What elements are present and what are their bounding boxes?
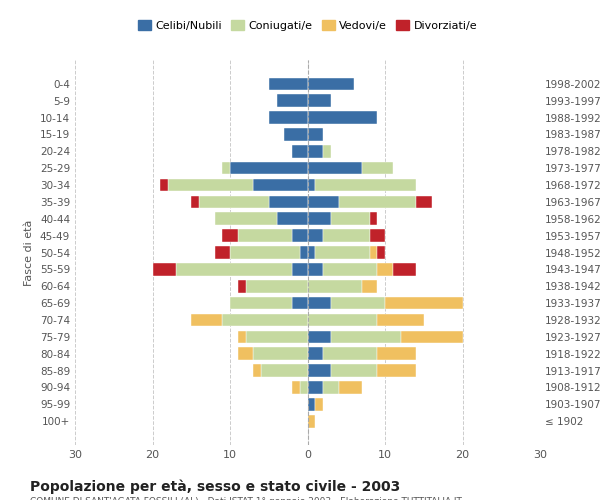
Y-axis label: Fasce di età: Fasce di età bbox=[25, 220, 34, 286]
Bar bbox=[308, 212, 331, 225]
Bar bbox=[323, 230, 370, 242]
Bar bbox=[284, 128, 308, 141]
Bar bbox=[377, 314, 424, 326]
Bar bbox=[253, 178, 308, 192]
Bar bbox=[238, 330, 245, 343]
Bar bbox=[377, 246, 385, 259]
Bar bbox=[292, 297, 308, 310]
Bar bbox=[370, 246, 377, 259]
Bar bbox=[385, 297, 463, 310]
Bar bbox=[238, 348, 253, 360]
Bar bbox=[230, 162, 308, 174]
Bar bbox=[331, 364, 377, 377]
Bar bbox=[338, 381, 362, 394]
Bar bbox=[222, 230, 238, 242]
Bar bbox=[308, 364, 331, 377]
Bar bbox=[308, 381, 323, 394]
Bar bbox=[176, 263, 292, 276]
Bar bbox=[191, 314, 222, 326]
Bar bbox=[308, 398, 315, 410]
Bar bbox=[308, 111, 377, 124]
Bar bbox=[191, 196, 199, 208]
Bar bbox=[315, 246, 370, 259]
Text: Popolazione per età, sesso e stato civile - 2003: Popolazione per età, sesso e stato civil… bbox=[30, 480, 400, 494]
Bar bbox=[261, 364, 308, 377]
Bar bbox=[393, 263, 416, 276]
Bar bbox=[253, 364, 261, 377]
Bar bbox=[308, 78, 354, 90]
Bar bbox=[292, 145, 308, 158]
Bar bbox=[323, 263, 377, 276]
Bar bbox=[308, 128, 323, 141]
Bar bbox=[308, 314, 377, 326]
Bar bbox=[160, 178, 168, 192]
Bar bbox=[238, 230, 292, 242]
Bar bbox=[199, 196, 269, 208]
Bar bbox=[323, 381, 338, 394]
Bar bbox=[308, 280, 362, 292]
Bar bbox=[362, 280, 377, 292]
Bar bbox=[238, 280, 245, 292]
Bar bbox=[315, 398, 323, 410]
Bar bbox=[292, 263, 308, 276]
Bar bbox=[308, 94, 331, 107]
Bar bbox=[308, 415, 315, 428]
Bar bbox=[308, 145, 323, 158]
Bar bbox=[222, 162, 230, 174]
Bar bbox=[215, 246, 230, 259]
Bar bbox=[377, 348, 416, 360]
Bar bbox=[292, 381, 300, 394]
Bar bbox=[331, 330, 401, 343]
Bar bbox=[323, 145, 331, 158]
Bar bbox=[230, 297, 292, 310]
Legend: Celibi/Nubili, Coniugati/e, Vedovi/e, Divorziati/e: Celibi/Nubili, Coniugati/e, Vedovi/e, Di… bbox=[133, 16, 482, 35]
Bar bbox=[308, 348, 323, 360]
Bar bbox=[215, 212, 277, 225]
Bar bbox=[308, 162, 362, 174]
Bar bbox=[416, 196, 431, 208]
Bar bbox=[401, 330, 463, 343]
Bar bbox=[253, 348, 308, 360]
Bar bbox=[308, 246, 315, 259]
Bar bbox=[377, 364, 416, 377]
Bar bbox=[168, 178, 253, 192]
Bar bbox=[315, 178, 416, 192]
Bar bbox=[277, 212, 308, 225]
Bar bbox=[323, 348, 377, 360]
Bar bbox=[222, 314, 308, 326]
Bar bbox=[230, 246, 300, 259]
Bar bbox=[308, 330, 331, 343]
Bar bbox=[277, 94, 308, 107]
Bar bbox=[362, 162, 393, 174]
Bar bbox=[269, 196, 308, 208]
Bar bbox=[152, 263, 176, 276]
Bar bbox=[269, 111, 308, 124]
Bar bbox=[269, 78, 308, 90]
Bar bbox=[300, 381, 308, 394]
Bar bbox=[308, 230, 323, 242]
Bar bbox=[308, 196, 338, 208]
Bar bbox=[370, 212, 377, 225]
Bar bbox=[308, 263, 323, 276]
Bar bbox=[331, 212, 370, 225]
Bar bbox=[370, 230, 385, 242]
Bar bbox=[245, 280, 308, 292]
Bar bbox=[308, 297, 331, 310]
Bar bbox=[292, 230, 308, 242]
Bar bbox=[245, 330, 308, 343]
Bar bbox=[308, 178, 315, 192]
Bar bbox=[338, 196, 416, 208]
Bar bbox=[377, 263, 393, 276]
Text: COMUNE DI SANT'AGATA FOSSILI (AL) - Dati ISTAT 1° gennaio 2003 - Elaborazione TU: COMUNE DI SANT'AGATA FOSSILI (AL) - Dati… bbox=[30, 498, 462, 500]
Bar bbox=[331, 297, 385, 310]
Bar bbox=[300, 246, 308, 259]
